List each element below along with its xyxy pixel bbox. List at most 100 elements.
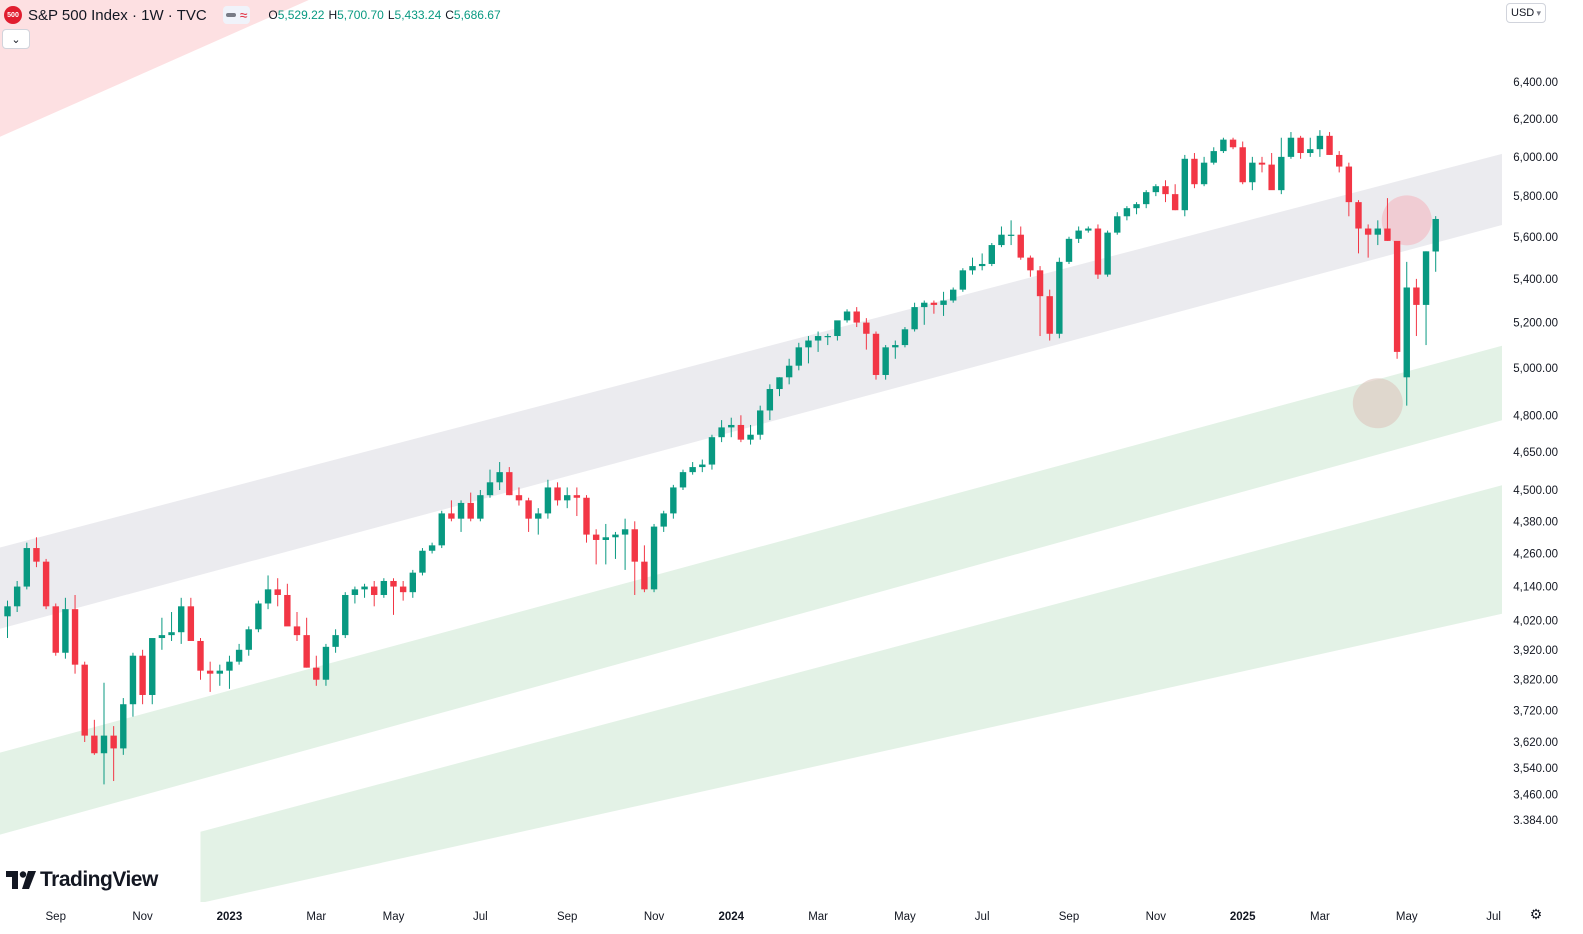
candle	[776, 377, 783, 397]
candle	[1413, 278, 1420, 337]
candle	[583, 495, 590, 543]
candle-body	[1326, 135, 1333, 155]
candle	[1307, 137, 1314, 157]
settings-gear-icon[interactable]: ⚙	[1529, 905, 1543, 922]
candle	[554, 482, 561, 506]
time-tick-label: Jul	[473, 911, 488, 923]
sp500-symbol-icon[interactable]: 500	[4, 6, 22, 24]
candle-body	[544, 487, 552, 514]
candle-body	[843, 311, 851, 321]
time-tick-label: May	[383, 911, 405, 923]
candle-body	[631, 529, 638, 562]
candle	[564, 487, 571, 509]
price-tick-label: 3,720.00	[1513, 705, 1558, 717]
candle-body	[969, 266, 976, 271]
candle-body	[351, 589, 359, 595]
price-tick-label: 5,600.00	[1513, 232, 1558, 244]
candle-body	[612, 534, 619, 538]
candle-body	[699, 464, 706, 468]
candle-body	[1162, 186, 1169, 195]
candle	[496, 462, 503, 491]
candle-body	[235, 649, 243, 662]
candle-body	[921, 302, 928, 308]
candle	[843, 309, 851, 323]
candle	[100, 682, 108, 785]
time-tick-label: 2023	[217, 911, 243, 923]
candle	[255, 600, 262, 633]
price-tick-label: 4,260.00	[1513, 548, 1558, 560]
candle	[149, 638, 156, 705]
candle	[660, 510, 667, 532]
candle	[834, 320, 841, 341]
price-tick-label: 4,800.00	[1513, 410, 1558, 422]
time-tick-label: May	[1396, 911, 1418, 923]
candle-body	[399, 586, 407, 593]
candle	[448, 500, 455, 522]
candle	[1191, 153, 1198, 189]
candle-body	[1094, 228, 1102, 275]
candle	[814, 331, 822, 352]
candle-body	[42, 561, 50, 607]
candle	[641, 545, 648, 593]
candle	[1336, 151, 1343, 173]
candle-body	[284, 594, 291, 627]
candle	[506, 467, 513, 496]
high-value: 5,700.70	[337, 8, 384, 22]
time-tick-label: Sep	[46, 911, 66, 923]
candle	[757, 405, 764, 440]
candle	[525, 497, 532, 532]
tradingview-logo[interactable]: TradingView	[6, 868, 158, 892]
candle-body	[1085, 228, 1092, 231]
close-value: 5,686.67	[453, 8, 501, 22]
price-tick-label: 3,820.00	[1513, 675, 1558, 687]
candle-body	[293, 626, 301, 636]
candle-body	[1403, 287, 1410, 378]
time-tick-label: May	[894, 911, 916, 923]
candle-body	[911, 307, 918, 330]
candle	[351, 586, 359, 604]
candle	[901, 327, 909, 348]
candle	[206, 661, 214, 692]
candle-body	[573, 495, 581, 498]
candle-body	[245, 629, 252, 650]
candle-body	[1210, 151, 1217, 163]
candle	[1094, 224, 1102, 279]
symbol-title[interactable]: S&P 500 Index · 1W · TVC	[28, 6, 207, 24]
candle-body	[525, 500, 532, 519]
time-tick-label: Sep	[1059, 911, 1079, 923]
candle-body	[959, 270, 967, 290]
price-tick-label: 3.384.00	[1513, 815, 1558, 827]
candle-body	[872, 333, 880, 375]
candle	[361, 583, 368, 598]
candle	[959, 268, 967, 292]
candle	[1046, 289, 1053, 341]
candle-body	[1046, 296, 1053, 334]
candle-body	[419, 550, 426, 573]
time-tick-label: Mar	[306, 911, 326, 923]
candle-body	[1104, 232, 1111, 275]
candle-body	[728, 424, 735, 428]
visibility-badges[interactable]: ≈	[222, 6, 251, 24]
candle	[1374, 220, 1381, 246]
candle	[419, 548, 426, 576]
candle-body	[689, 467, 696, 473]
currency-selector[interactable]: USD ▾	[1506, 3, 1546, 23]
candle	[245, 626, 252, 656]
candle	[998, 226, 1005, 248]
hide-icon[interactable]	[225, 13, 236, 17]
approx-icon[interactable]: ≈	[239, 7, 248, 23]
candle-body	[882, 347, 889, 375]
collapse-legend-button[interactable]: ⌄	[2, 29, 30, 49]
candle-body	[978, 263, 986, 267]
candle	[409, 569, 416, 598]
candle	[1114, 212, 1121, 235]
candle-body	[1287, 137, 1295, 157]
candle	[872, 331, 880, 380]
candle	[13, 580, 21, 613]
candle-body	[535, 513, 542, 519]
candle	[23, 542, 30, 590]
candle	[371, 580, 378, 607]
candles	[4, 130, 1439, 785]
candle	[313, 655, 320, 686]
